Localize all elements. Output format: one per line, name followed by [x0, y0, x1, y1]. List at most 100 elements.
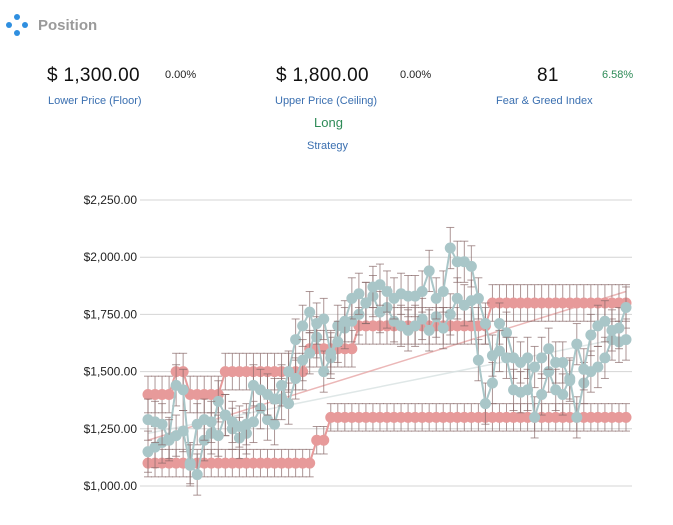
price_b-point [571, 338, 583, 350]
price_b-point [325, 347, 337, 359]
y-tick-label: $1,250.00 [84, 422, 138, 436]
strategy-value: Long [314, 115, 343, 130]
price_b-point [332, 336, 344, 348]
lower_bound-point [620, 411, 632, 423]
price_a-point [191, 469, 203, 481]
price_a-point [472, 354, 484, 366]
price_a-point [501, 327, 512, 339]
price_a-point [297, 320, 309, 332]
price_a-point [212, 395, 224, 407]
price_b-point [283, 398, 295, 410]
fear-greed-stat: 81 [537, 65, 559, 87]
strategy-label: Strategy [307, 140, 348, 152]
price_a-point [522, 352, 534, 364]
price_a-point [592, 361, 604, 373]
price_a-point [486, 377, 498, 389]
price_b-point [522, 384, 534, 396]
y-tick-label: $2,000.00 [84, 250, 138, 264]
y-tick-label: $1,000.00 [84, 479, 138, 493]
price_a-point [444, 308, 456, 320]
panel-title: Position [38, 16, 98, 34]
price_a-point [479, 398, 491, 410]
price_b-point [543, 343, 555, 355]
price_b-point [297, 354, 309, 366]
price_b-point [353, 288, 365, 300]
price_b-point [557, 356, 569, 368]
price_b-point [269, 393, 281, 405]
price_b-point [381, 286, 393, 298]
position-dots-icon [6, 14, 28, 36]
price_b-point [212, 430, 224, 442]
price_a-point [304, 306, 316, 318]
fear-greed-value: 81 [537, 65, 559, 86]
fear-greed-change: 6.58% [602, 69, 634, 81]
price_b-point [472, 292, 484, 304]
price_b-point [529, 361, 541, 373]
price_a-point [599, 352, 611, 364]
price_b-point [177, 425, 189, 437]
panel-header: Position [6, 10, 97, 40]
price_b-point [620, 302, 632, 314]
price_b-point [465, 260, 477, 272]
price_b-point [501, 352, 512, 364]
lower_bound-point [318, 434, 330, 446]
fear-greed-label: Fear & Greed Index [496, 95, 593, 107]
price_a-point [290, 334, 302, 346]
price_a-point [318, 366, 330, 378]
upper-price-stat: $ 1,800.00 [276, 65, 369, 87]
price_a-point [557, 388, 569, 400]
lower_bound-point [304, 457, 316, 469]
price_a-point [416, 313, 428, 325]
y-tick-label: $1,500.00 [84, 365, 138, 379]
price_b-point [374, 279, 386, 291]
price_a-point [423, 324, 435, 336]
price_b-point [564, 375, 576, 387]
price_b-point [599, 315, 611, 327]
y-tick-label: $1,750.00 [84, 307, 138, 321]
price_b-point [184, 459, 196, 471]
price_b-point [290, 372, 302, 384]
price_a-point [493, 318, 505, 330]
upper-price-value: $ 1,800.00 [276, 65, 369, 86]
price_a-point [529, 411, 541, 423]
price_a-point [409, 320, 421, 332]
price_b-point [479, 318, 491, 330]
lower-price-change: 0.00% [165, 69, 197, 81]
price_a-point [571, 411, 583, 423]
price_b-point [613, 322, 625, 334]
price_b-point [423, 265, 435, 277]
lower-price-stat: $ 1,300.00 [47, 65, 140, 87]
price_b-point [318, 313, 330, 325]
price_b-point [156, 418, 168, 430]
lower-price-value: $ 1,300.00 [47, 65, 140, 86]
price_b-point [493, 345, 505, 357]
price_a-point [283, 366, 295, 378]
price_b-point [536, 352, 548, 364]
price_a-point [536, 388, 548, 400]
upper_bound-point [346, 343, 358, 355]
price_b-point [444, 242, 456, 254]
price_a-point [620, 334, 632, 346]
price_b-point [276, 379, 288, 391]
price_b-point [219, 409, 231, 421]
price_a-point [437, 322, 449, 334]
upper-price-change: 0.00% [400, 69, 432, 81]
price_b-point [437, 286, 449, 298]
price_b-point [416, 286, 428, 298]
y-tick-label: $2,250.00 [84, 193, 138, 207]
price_b-point [360, 297, 372, 309]
lower-price-label: Lower Price (Floor) [48, 95, 142, 107]
price_a-point [177, 384, 189, 396]
price_b-point [430, 292, 442, 304]
price_a-point [451, 292, 463, 304]
price_b-point [304, 347, 316, 359]
price_b-point [585, 329, 597, 341]
price_b-point [578, 363, 590, 375]
price_b-point [240, 418, 252, 430]
price_b-point [339, 315, 351, 327]
upper_bound-point [163, 388, 175, 400]
price_b-point [205, 416, 217, 428]
upper-price-label: Upper Price (Ceiling) [275, 95, 378, 107]
price_a-point [269, 418, 281, 430]
